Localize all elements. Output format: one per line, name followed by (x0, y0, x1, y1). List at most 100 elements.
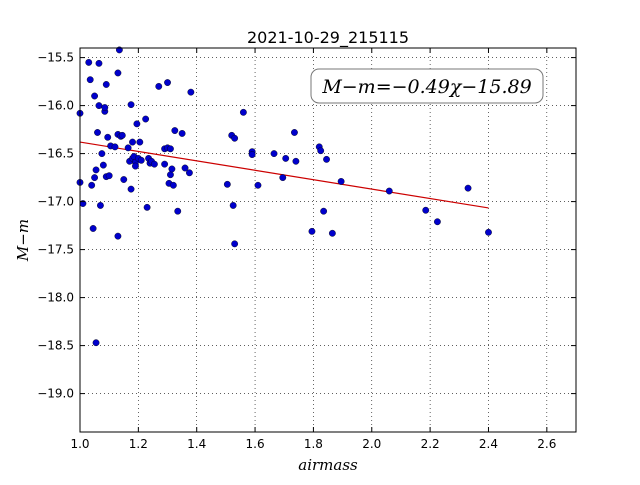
data-point (178, 130, 186, 137)
data-point (187, 88, 195, 96)
plot-area (80, 48, 576, 432)
data-point (337, 178, 345, 185)
data-point (320, 207, 328, 215)
x-tick-label: 1.2 (129, 437, 148, 451)
data-point (114, 69, 122, 77)
y-axis-label: M−m (14, 219, 32, 262)
data-point (323, 155, 330, 163)
data-point (92, 339, 100, 347)
data-point (142, 115, 150, 123)
annotation-box-border (310, 68, 544, 104)
data-point (102, 81, 110, 88)
data-point (229, 202, 237, 209)
y-tick-label: −15.5 (37, 51, 74, 65)
data-point (95, 102, 103, 110)
data-point (171, 127, 179, 134)
data-point (155, 83, 163, 90)
data-point (114, 232, 122, 240)
data-point (85, 59, 93, 66)
data-point (124, 144, 132, 152)
y-tick-label: −17.0 (37, 195, 74, 209)
data-point (98, 150, 106, 158)
data-point (291, 129, 298, 136)
data-point (328, 229, 336, 237)
data-point (167, 145, 174, 153)
data-point (231, 240, 239, 248)
data-point (127, 185, 135, 193)
axis-ticks (79, 48, 576, 432)
data-point (385, 187, 393, 195)
data-point (167, 171, 174, 179)
data-points (76, 46, 492, 347)
data-point (150, 160, 158, 168)
data-point (181, 164, 189, 172)
data-point (161, 160, 169, 168)
y-tick-label: −17.5 (37, 243, 74, 257)
fit-annotation-box: M−m=−0.49χ−15.89 (310, 68, 544, 104)
data-point (239, 108, 247, 116)
data-point (88, 181, 96, 189)
x-tick-label: 2.2 (421, 437, 440, 451)
data-point (464, 184, 472, 192)
data-point (104, 133, 112, 141)
x-tick-label: 1.4 (187, 437, 206, 451)
data-point (169, 181, 177, 189)
data-point (254, 181, 262, 189)
plot-frame (79, 47, 577, 433)
data-point (99, 161, 107, 169)
axis-tick-labels: 1.0 1.2 1.4 1.6 1.8 2.0 2.2 2.4 2.6 −15.5 −16.0 −16… (37, 51, 556, 451)
data-point (231, 134, 239, 142)
data-point (94, 129, 101, 136)
data-point (127, 101, 135, 109)
data-point (95, 59, 103, 67)
chart-title: 2021-10-29_215115 (247, 28, 409, 48)
data-point (164, 79, 171, 86)
data-point (270, 150, 278, 158)
data-point (174, 207, 182, 215)
y-tick-label: −18.0 (37, 291, 74, 305)
data-point (120, 176, 128, 183)
y-tick-label: −16.5 (37, 147, 74, 161)
x-tick-label: 2.0 (362, 437, 381, 451)
y-tick-label: −16.0 (37, 99, 74, 113)
y-tick-label: −18.5 (37, 339, 74, 353)
x-tick-label: 2.4 (479, 437, 498, 451)
data-point (132, 162, 139, 170)
y-tick-label: −19.0 (37, 387, 74, 401)
data-point (168, 165, 176, 173)
data-point (292, 157, 300, 165)
data-point (223, 180, 231, 188)
data-point (97, 202, 104, 209)
data-point (111, 143, 119, 151)
data-point (101, 104, 109, 111)
data-point (129, 138, 136, 146)
data-point (86, 76, 94, 84)
x-tick-label: 1.6 (246, 437, 265, 451)
data-point (118, 131, 126, 139)
x-tick-label: 2.6 (537, 437, 556, 451)
data-point (143, 203, 151, 211)
data-point (89, 225, 97, 232)
data-point (282, 154, 290, 162)
data-point (91, 92, 98, 100)
fit-equation-annotation: M−m=−0.49χ−15.89 (321, 76, 531, 98)
data-point (308, 227, 316, 235)
data-point (248, 151, 256, 158)
data-point (317, 147, 325, 155)
data-point (136, 138, 144, 146)
data-point (422, 206, 430, 214)
data-point (485, 228, 492, 236)
data-point (137, 156, 145, 164)
x-tick-label: 1.0 (70, 437, 89, 451)
data-point (186, 169, 193, 177)
x-axis-label: airmass (298, 456, 358, 474)
data-point (105, 172, 113, 180)
data-point (279, 174, 287, 182)
x-tick-label: 1.8 (304, 437, 323, 451)
data-point (92, 166, 100, 174)
grid (79, 48, 576, 432)
data-point (133, 120, 141, 128)
data-point (434, 218, 441, 226)
